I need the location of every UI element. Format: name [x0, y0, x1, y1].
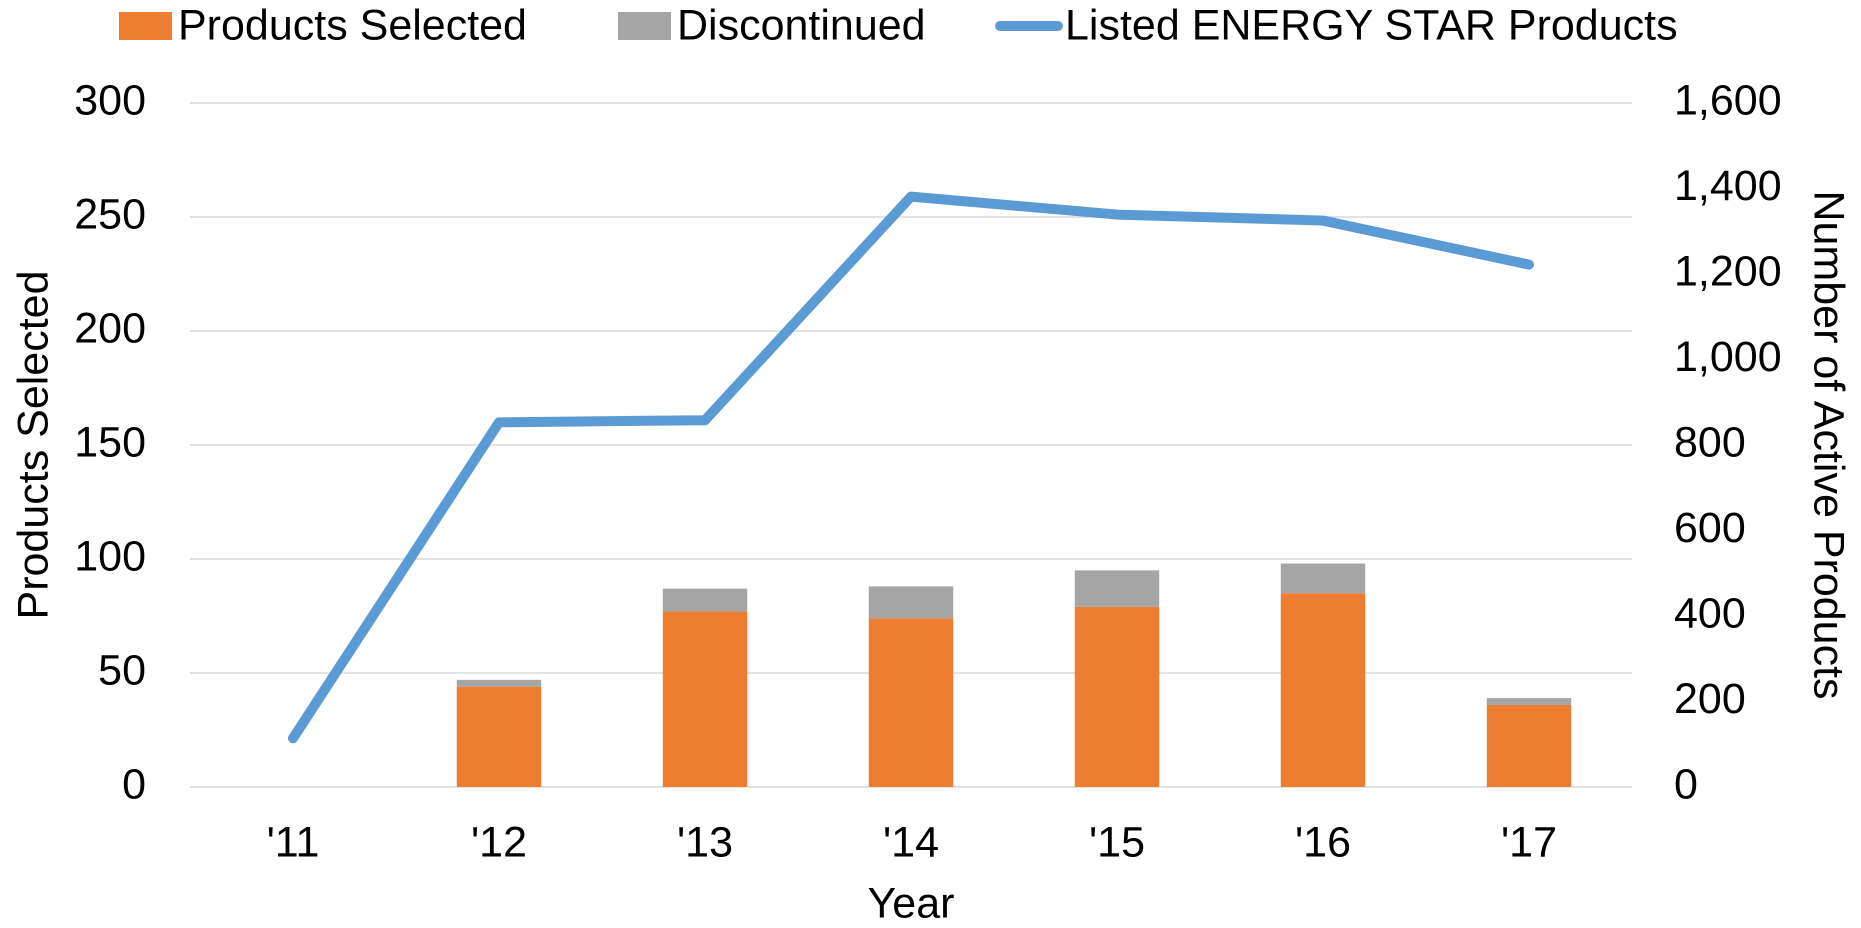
legend-label: Discontinued — [677, 1, 926, 49]
y-tick-label: 300 — [74, 76, 146, 124]
y2-tick-label: 1,000 — [1674, 333, 1782, 381]
legend-label: Listed ENERGY STAR Products — [1065, 1, 1678, 49]
bar-segment — [868, 618, 954, 787]
bar-segment — [456, 686, 542, 787]
y-tick-label: 250 — [74, 190, 146, 238]
x-tick-label: '16 — [1295, 818, 1351, 866]
bar-segment — [1074, 606, 1160, 787]
y-axis-title: Products Selected — [9, 271, 57, 620]
y2-tick-label: 1,200 — [1674, 247, 1782, 295]
bar-segment — [1280, 563, 1366, 594]
y-tick-label: 200 — [74, 304, 146, 352]
line-series — [288, 191, 1534, 744]
y2-tick-label: 1,400 — [1674, 162, 1782, 210]
bar-segment — [456, 679, 542, 687]
y2-tick-label: 0 — [1674, 760, 1698, 808]
x-tick-label: '12 — [471, 818, 527, 866]
bar-segment — [1486, 698, 1572, 705]
bar-segment — [662, 588, 748, 612]
bar-segment — [662, 611, 748, 787]
y-tick-label: 50 — [98, 646, 146, 694]
y2-tick-label: 400 — [1674, 589, 1746, 637]
bar-segment — [1074, 570, 1160, 607]
x-axis-title: Year — [868, 879, 955, 927]
y2-axis-title: Number of Active Products — [1805, 190, 1853, 699]
legend-label: Products Selected — [178, 1, 527, 49]
y-tick-label: 150 — [74, 418, 146, 466]
x-tick-label: '13 — [677, 818, 733, 866]
y2-tick-label: 200 — [1674, 675, 1746, 723]
bar-segment — [1486, 704, 1572, 787]
bar-segment — [1280, 593, 1366, 787]
y2-tick-label: 600 — [1674, 504, 1746, 552]
x-tick-label: '11 — [267, 818, 320, 866]
y2-tick-label: 1,600 — [1674, 76, 1782, 124]
y-tick-label: 0 — [122, 760, 146, 808]
bar-segment — [868, 586, 954, 619]
x-tick-label: '15 — [1089, 818, 1145, 866]
legend-swatch — [618, 12, 671, 40]
x-tick-label: '17 — [1501, 818, 1557, 866]
x-tick-label: '14 — [883, 818, 939, 866]
y2-tick-label: 800 — [1674, 418, 1746, 466]
legend-swatch — [119, 12, 172, 40]
y-tick-label: 100 — [74, 532, 146, 580]
